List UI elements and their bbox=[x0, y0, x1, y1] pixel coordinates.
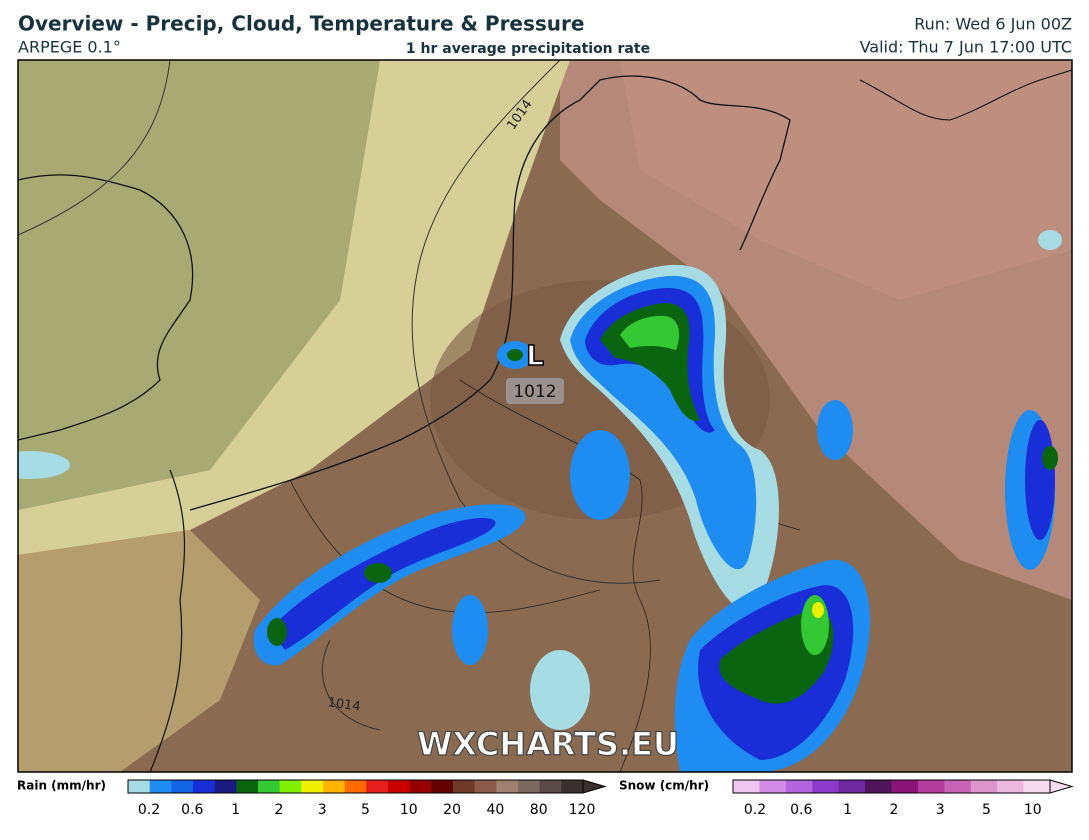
rain-colorbar bbox=[214, 780, 237, 793]
rain-colorbar bbox=[301, 780, 324, 793]
run: Run: Wed 6 Jun 00Z bbox=[914, 15, 1072, 34]
coastline bbox=[189, 75, 791, 511]
snow-tick-label: 0.2 bbox=[744, 802, 766, 818]
snow-tick-label: 10 bbox=[1024, 802, 1042, 818]
coastline bbox=[18, 174, 194, 441]
rain-colorbar bbox=[258, 780, 281, 793]
snow-tick-label: 2 bbox=[889, 802, 898, 818]
title: Overview - Precip, Cloud, Temperature & … bbox=[18, 12, 584, 36]
rain-colorbar bbox=[539, 780, 562, 793]
watermark: WXCHARTS.EU bbox=[417, 725, 679, 763]
snow-colorbar bbox=[970, 780, 998, 793]
isobar-label: 1014 bbox=[327, 695, 362, 714]
rain-colorbar bbox=[496, 780, 519, 793]
snow-colorbar bbox=[733, 780, 760, 793]
snow-tick-label: 0.6 bbox=[790, 802, 812, 818]
rain-colorbar bbox=[193, 780, 216, 793]
isobar bbox=[321, 639, 381, 731]
map-frame bbox=[17, 59, 1073, 773]
rain-tick-label: 2 bbox=[274, 802, 283, 818]
snow-tick-label: 3 bbox=[936, 802, 945, 818]
border bbox=[459, 379, 651, 772]
low-label: L bbox=[526, 339, 544, 372]
snow-colorbar bbox=[891, 780, 919, 793]
snow-colorbar bbox=[838, 780, 866, 793]
border bbox=[289, 479, 601, 614]
snow-colorbar bbox=[917, 780, 945, 793]
rain-tick-label: 0.2 bbox=[138, 802, 160, 818]
rain-colorbar bbox=[518, 780, 541, 793]
rain-colorbar bbox=[431, 780, 454, 793]
rain-colorbar bbox=[171, 780, 194, 793]
snow-colorbar bbox=[785, 780, 813, 793]
rain-tick-label: 80 bbox=[530, 802, 548, 818]
lake bbox=[18, 451, 70, 479]
low-pressure: 1012 bbox=[513, 382, 556, 402]
coastline bbox=[859, 69, 1072, 121]
rain-colorbar bbox=[561, 780, 584, 793]
rain-colorbar bbox=[149, 780, 172, 793]
rain-tick-label: 20 bbox=[443, 802, 461, 818]
snow-colorbar bbox=[944, 780, 972, 793]
snow-legend-label: Snow (cm/hr) bbox=[619, 779, 709, 793]
isobar bbox=[18, 60, 171, 236]
pressure-label-bg bbox=[506, 378, 564, 404]
rain-colorbar bbox=[344, 780, 367, 793]
precipitation bbox=[253, 264, 1058, 772]
model: ARPEGE 0.1° bbox=[18, 38, 121, 57]
rain-colorbar bbox=[279, 780, 302, 793]
rain-colorbar-arrow bbox=[582, 779, 607, 794]
rain-tick-label: 120 bbox=[569, 802, 596, 818]
rain-colorbar bbox=[366, 780, 389, 793]
rain-colorbar bbox=[236, 780, 259, 793]
rain-colorbar bbox=[388, 780, 411, 793]
legend-bars bbox=[127, 779, 1074, 794]
rain-colorbar bbox=[474, 780, 497, 793]
rain-tick-label: 0.6 bbox=[181, 802, 203, 818]
snow-colorbar bbox=[997, 780, 1025, 793]
valid: Valid: Thu 7 Jun 17:00 UTC bbox=[860, 38, 1072, 57]
lake bbox=[1038, 230, 1062, 250]
rain-colorbar bbox=[409, 780, 432, 793]
warm-zone-light bbox=[620, 60, 1072, 300]
tan-zone bbox=[18, 530, 260, 772]
snow-colorbar bbox=[1023, 780, 1051, 793]
rain-colorbar bbox=[128, 780, 151, 793]
snow-colorbar bbox=[865, 780, 892, 793]
rain-colorbar bbox=[323, 780, 346, 793]
snow-colorbar-arrow bbox=[1049, 779, 1074, 794]
coastline bbox=[149, 469, 186, 772]
rain-tick-label: 3 bbox=[318, 802, 327, 818]
snow-colorbar bbox=[812, 780, 840, 793]
map: L 1012 1014 1014 WXCHARTS.EU bbox=[18, 60, 1072, 772]
snow-tick-label: 1 bbox=[843, 802, 852, 818]
mild-zone bbox=[18, 60, 570, 555]
isobar bbox=[411, 60, 661, 584]
rain-tick-label: 5 bbox=[361, 802, 370, 818]
subtitle: 1 hr average precipitation rate bbox=[406, 41, 650, 57]
rain-tick-label: 10 bbox=[400, 802, 418, 818]
rain-colorbar bbox=[453, 780, 476, 793]
rain-tick-label: 1 bbox=[231, 802, 240, 818]
snow-colorbar bbox=[759, 780, 787, 793]
cool-zone bbox=[18, 60, 380, 510]
rain-legend-label: Rain (mm/hr) bbox=[17, 779, 106, 793]
snow-tick-label: 5 bbox=[982, 802, 991, 818]
rain-tick-label: 40 bbox=[486, 802, 504, 818]
